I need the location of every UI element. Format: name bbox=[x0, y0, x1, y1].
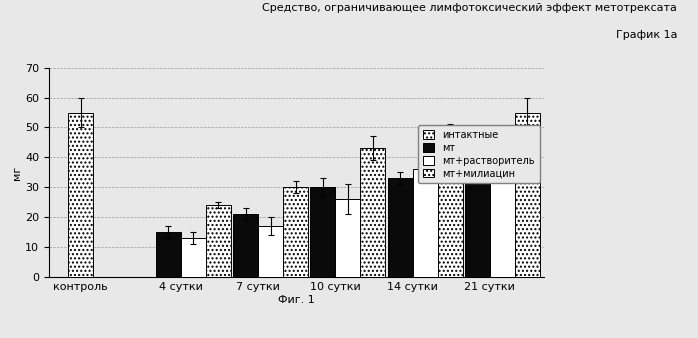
Bar bbox=[68, 113, 94, 277]
Bar bbox=[156, 232, 181, 277]
Text: Средство, ограничивающее лимфотоксический эффект метотрексата: Средство, ограничивающее лимфотоксически… bbox=[262, 3, 677, 14]
Legend: интактные, мт, мт+растворитель, мт+милиацин: интактные, мт, мт+растворитель, мт+милиа… bbox=[418, 125, 540, 183]
Bar bbox=[413, 169, 438, 277]
Bar bbox=[206, 205, 231, 277]
Bar bbox=[181, 238, 206, 277]
Bar bbox=[438, 130, 463, 277]
Bar bbox=[258, 226, 283, 277]
Bar bbox=[311, 187, 335, 277]
Y-axis label: мг: мг bbox=[13, 165, 22, 179]
Bar bbox=[515, 113, 540, 277]
Bar bbox=[233, 214, 258, 277]
Text: График 1а: График 1а bbox=[616, 30, 677, 41]
Bar bbox=[335, 199, 360, 277]
X-axis label: Фиг. 1: Фиг. 1 bbox=[279, 295, 315, 305]
Bar bbox=[490, 142, 515, 277]
Bar bbox=[465, 137, 490, 277]
Bar bbox=[283, 187, 308, 277]
Bar bbox=[387, 178, 413, 277]
Bar bbox=[360, 148, 385, 277]
